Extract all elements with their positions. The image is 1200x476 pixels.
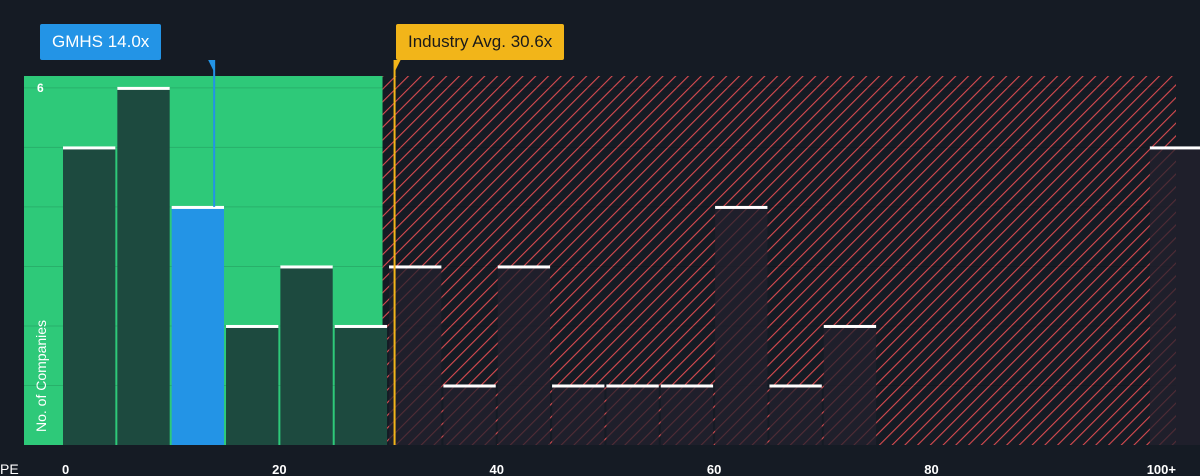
histogram-bar [117, 87, 170, 445]
x-axis-ticks: 0 20 40 60 80 100+ [62, 462, 1176, 476]
bar-cap [823, 324, 877, 328]
histogram-bar [715, 206, 768, 445]
bar-cap [769, 384, 822, 388]
histogram-bar [334, 325, 388, 445]
bar-cap [660, 384, 714, 388]
y-axis-title: No. of Companies [33, 320, 49, 432]
x-tick-label: 100+ [1147, 462, 1177, 476]
bar-cap [389, 265, 442, 269]
bar-cap [171, 205, 225, 209]
histogram-bar [280, 266, 333, 445]
x-axis-title: PE [0, 461, 19, 476]
histogram-bar [63, 147, 116, 445]
y-tick-label: 6 [37, 81, 44, 95]
bar-cap [334, 324, 388, 328]
industry-average-badge: Industry Avg. 30.6x [396, 24, 565, 60]
bar-cap [552, 384, 605, 388]
x-tick-label: 80 [924, 462, 938, 476]
histogram-bar [171, 206, 225, 445]
bar-cap [497, 265, 551, 269]
histogram-bar [497, 266, 551, 445]
bar-cap [117, 86, 170, 90]
bar-cap [1149, 146, 1200, 150]
industry-badge-pointer [394, 60, 401, 72]
bar-cap [63, 146, 116, 150]
x-tick-label: 60 [707, 462, 721, 476]
bar-cap [226, 324, 279, 328]
x-tick-label: 0 [62, 462, 69, 476]
histogram-bar [552, 385, 605, 445]
histogram-bar [823, 325, 877, 445]
bar-cap [606, 384, 659, 388]
bar-cap [443, 384, 496, 388]
histogram-bar [769, 385, 822, 445]
histogram-bar [389, 266, 442, 445]
histogram-bar [1149, 147, 1200, 445]
histogram-bar [443, 385, 496, 445]
x-tick-label: 40 [489, 462, 503, 476]
histogram-bar [660, 385, 714, 445]
bar-cap [280, 265, 333, 269]
histogram-bars [63, 86, 1200, 445]
bar-cap [715, 205, 768, 209]
company-pe-badge: GMHS 14.0x [40, 24, 162, 60]
pe-markers [208, 60, 401, 445]
histogram-bar [606, 385, 659, 445]
company-badge-pointer [208, 60, 215, 72]
y-axis-ticks: 6 [37, 81, 44, 95]
x-tick-label: 20 [272, 462, 286, 476]
histogram-bar [226, 325, 279, 445]
